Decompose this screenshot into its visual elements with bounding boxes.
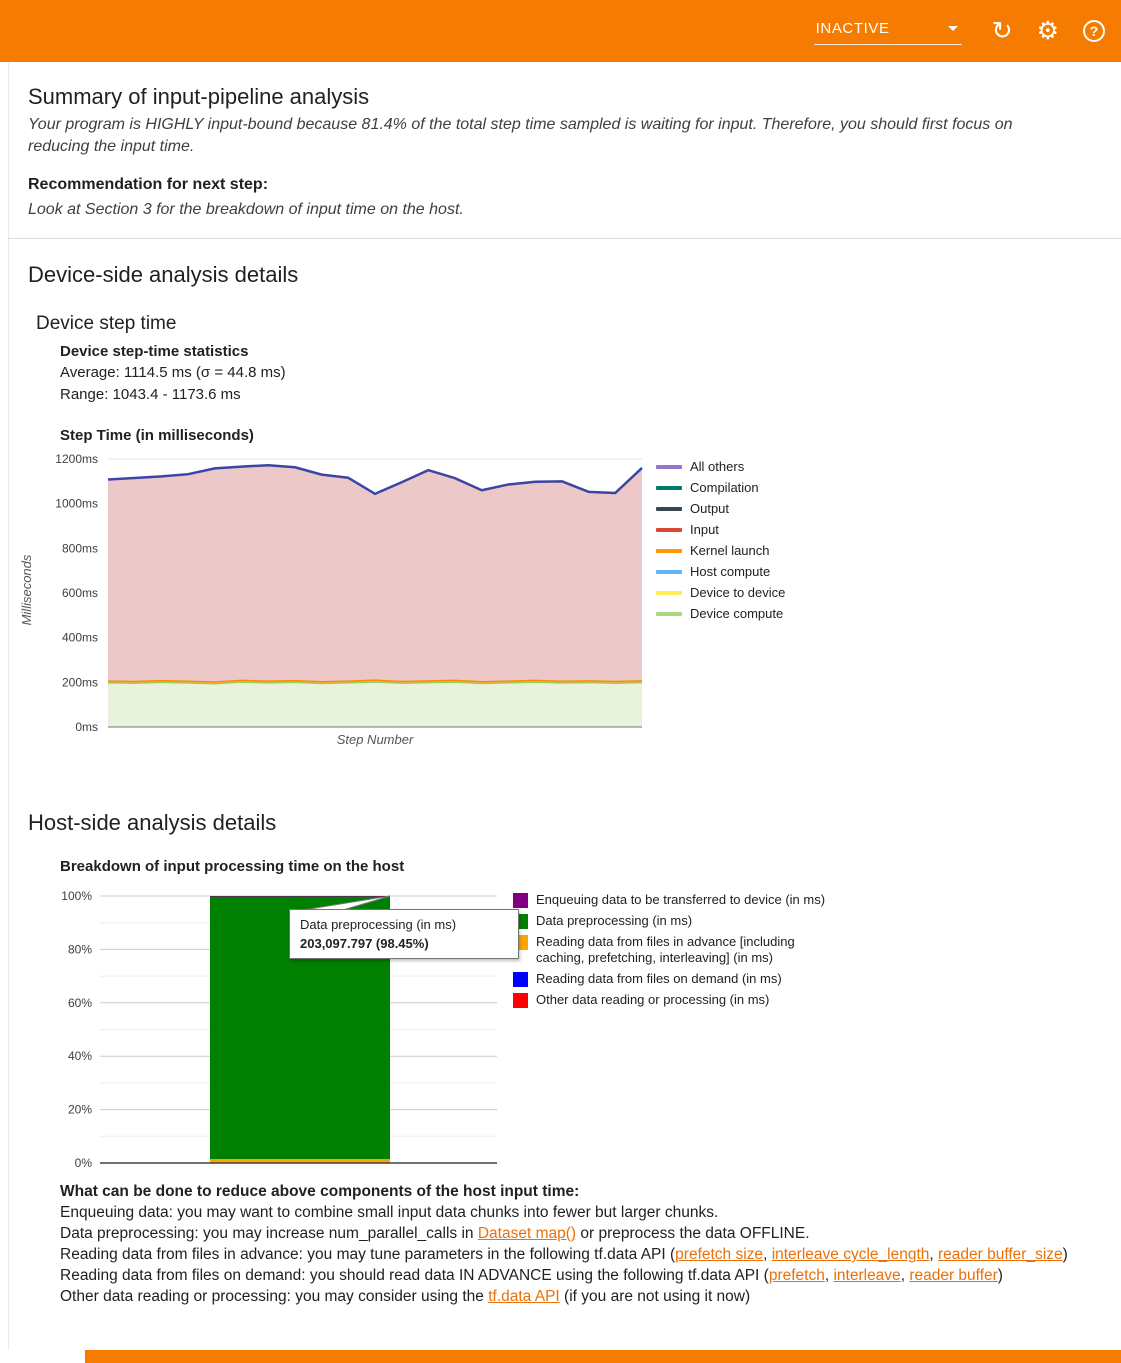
step-chart-legend: All others Compilation Output Input Kernel l… <box>656 456 785 624</box>
legend-item: Device compute <box>656 603 785 624</box>
legend-item: Device to device <box>656 582 785 603</box>
recommendation-body: Look at Section 3 for the breakdown of i… <box>28 201 464 218</box>
legend-swatch <box>656 590 682 595</box>
doc-link[interactable]: reader buffer <box>909 1267 998 1284</box>
doc-link[interactable]: reader buffer_size <box>938 1246 1063 1263</box>
device-stats-average: Average: 1114.5 ms (σ = 44.8 ms) <box>60 364 286 381</box>
legend-item: Kernel launch <box>656 540 785 561</box>
legend-label: Host compute <box>690 564 771 579</box>
legend-swatch <box>656 548 682 553</box>
device-stats-range: Range: 1043.4 - 1173.6 ms <box>60 386 241 403</box>
legend-swatch <box>656 569 682 574</box>
tooltip-series-name: Data preprocessing (in ms) <box>300 917 457 932</box>
legend-label: Reading data from files in advance [incl… <box>536 934 795 965</box>
legend-swatch <box>656 611 682 616</box>
device-stats-title: Device step-time statistics <box>60 343 249 360</box>
device-step-time-title: Device step time <box>36 313 177 334</box>
step-time-chart-title: Step Time (in milliseconds) <box>60 427 254 444</box>
legend-item: Output <box>656 498 785 519</box>
legend-swatch <box>513 993 528 1008</box>
advice-line-preprocessing: Data preprocessing: you may increase num… <box>60 1225 810 1242</box>
advice-line-enqueuing: Enqueuing data: you may want to combine … <box>60 1204 719 1221</box>
legend-item: All others <box>656 456 785 477</box>
svg-text:80%: 80% <box>68 942 92 956</box>
help-icon[interactable]: ? <box>1083 20 1105 42</box>
step-chart-x-axis-label: Step Number <box>336 732 414 747</box>
legend-label: Data preprocessing (in ms) <box>536 913 693 928</box>
legend-label: Reading data from files on demand (in ms… <box>536 971 782 986</box>
recommendation-label: Recommendation for next step: <box>28 176 269 193</box>
step-chart-y-axis-label: Milliseconds <box>19 554 34 626</box>
legend-label: Compilation <box>690 480 759 495</box>
legend-label: Device to device <box>690 585 786 600</box>
content-left-border <box>8 62 9 1350</box>
advice-line-read-demand: Reading data from files on demand: you s… <box>60 1267 1003 1284</box>
advice-line-read-advance: Reading data from files in advance: you … <box>60 1246 1068 1263</box>
top-toolbar: INACTIVE ↻ ⚙ ? <box>0 0 1121 62</box>
legend-item: Reading data from files on demand (in ms… <box>513 971 843 987</box>
tooltip-value: 203,097.797 (98.45%) <box>300 936 429 951</box>
doc-link[interactable]: Dataset map() <box>477 1225 577 1242</box>
legend-label: All others <box>690 459 745 474</box>
doc-link[interactable]: tf.data API <box>488 1288 560 1305</box>
legend-item: Input <box>656 519 785 540</box>
capture-status-label: INACTIVE <box>815 20 890 37</box>
legend-swatch <box>656 485 682 490</box>
legend-swatch <box>513 972 528 987</box>
refresh-icon[interactable]: ↻ <box>991 16 1013 45</box>
svg-text:40%: 40% <box>68 1049 92 1063</box>
doc-link[interactable]: interleave cycle_length <box>771 1246 930 1263</box>
chart-tooltip: Data preprocessing (in ms) 203,097.797 (… <box>289 909 519 959</box>
svg-text:1200ms: 1200ms <box>55 452 98 466</box>
svg-text:200ms: 200ms <box>62 675 98 689</box>
legend-label: Output <box>690 501 730 516</box>
legend-item: Data preprocessing (in ms) <box>513 913 843 929</box>
summary-body: Your program is HIGHLY input-bound becau… <box>28 116 1013 155</box>
legend-swatch <box>656 464 682 469</box>
doc-link[interactable]: prefetch <box>768 1267 825 1284</box>
advice-line-other: Other data reading or processing: you ma… <box>60 1288 751 1305</box>
section-divider <box>8 238 1121 239</box>
svg-text:0ms: 0ms <box>75 720 98 734</box>
legend-item: Compilation <box>656 477 785 498</box>
bottom-section-bar <box>85 1350 1121 1363</box>
legend-label: Device compute <box>690 606 784 621</box>
legend-item: Enqueuing data to be transferred to devi… <box>513 892 843 908</box>
legend-label: Input <box>690 522 719 537</box>
svg-text:800ms: 800ms <box>62 541 98 555</box>
device-section-title: Device-side analysis details <box>28 262 299 287</box>
svg-text:60%: 60% <box>68 996 92 1010</box>
host-chart-legend: Enqueuing data to be transferred to devi… <box>513 892 843 1013</box>
advice-title: What can be done to reduce above compone… <box>60 1183 580 1200</box>
svg-text:0%: 0% <box>75 1156 93 1170</box>
svg-text:1000ms: 1000ms <box>55 497 98 511</box>
legend-item: Other data reading or processing (in ms) <box>513 992 843 1008</box>
host-advice-block: What can be done to reduce above compone… <box>60 1181 1075 1307</box>
gear-icon[interactable]: ⚙ <box>1036 16 1059 45</box>
doc-link[interactable]: interleave <box>833 1267 901 1284</box>
legend-item: Reading data from files in advance [incl… <box>513 934 843 966</box>
legend-swatch <box>656 527 682 532</box>
chevron-down-icon <box>947 26 958 31</box>
svg-text:400ms: 400ms <box>62 631 98 645</box>
svg-text:600ms: 600ms <box>62 586 98 600</box>
legend-label: Enqueuing data to be transferred to devi… <box>536 892 826 907</box>
svg-text:20%: 20% <box>68 1103 92 1117</box>
host-chart-title: Breakdown of input processing time on th… <box>60 858 405 875</box>
legend-swatch <box>656 506 682 511</box>
doc-link[interactable]: prefetch size <box>675 1246 764 1263</box>
summary-title: Summary of input-pipeline analysis <box>28 84 370 109</box>
legend-label: Other data reading or processing (in ms) <box>536 992 770 1007</box>
svg-text:100%: 100% <box>61 889 92 903</box>
device-step-time-chart: 0ms 200ms 400ms 600ms 800ms 1000ms 1200ms <box>55 452 643 734</box>
legend-label: Kernel launch <box>690 543 770 558</box>
legend-item: Host compute <box>656 561 785 582</box>
host-section-title: Host-side analysis details <box>28 810 277 835</box>
capture-status-dropdown[interactable]: INACTIVE <box>813 17 962 45</box>
legend-swatch <box>513 893 528 908</box>
